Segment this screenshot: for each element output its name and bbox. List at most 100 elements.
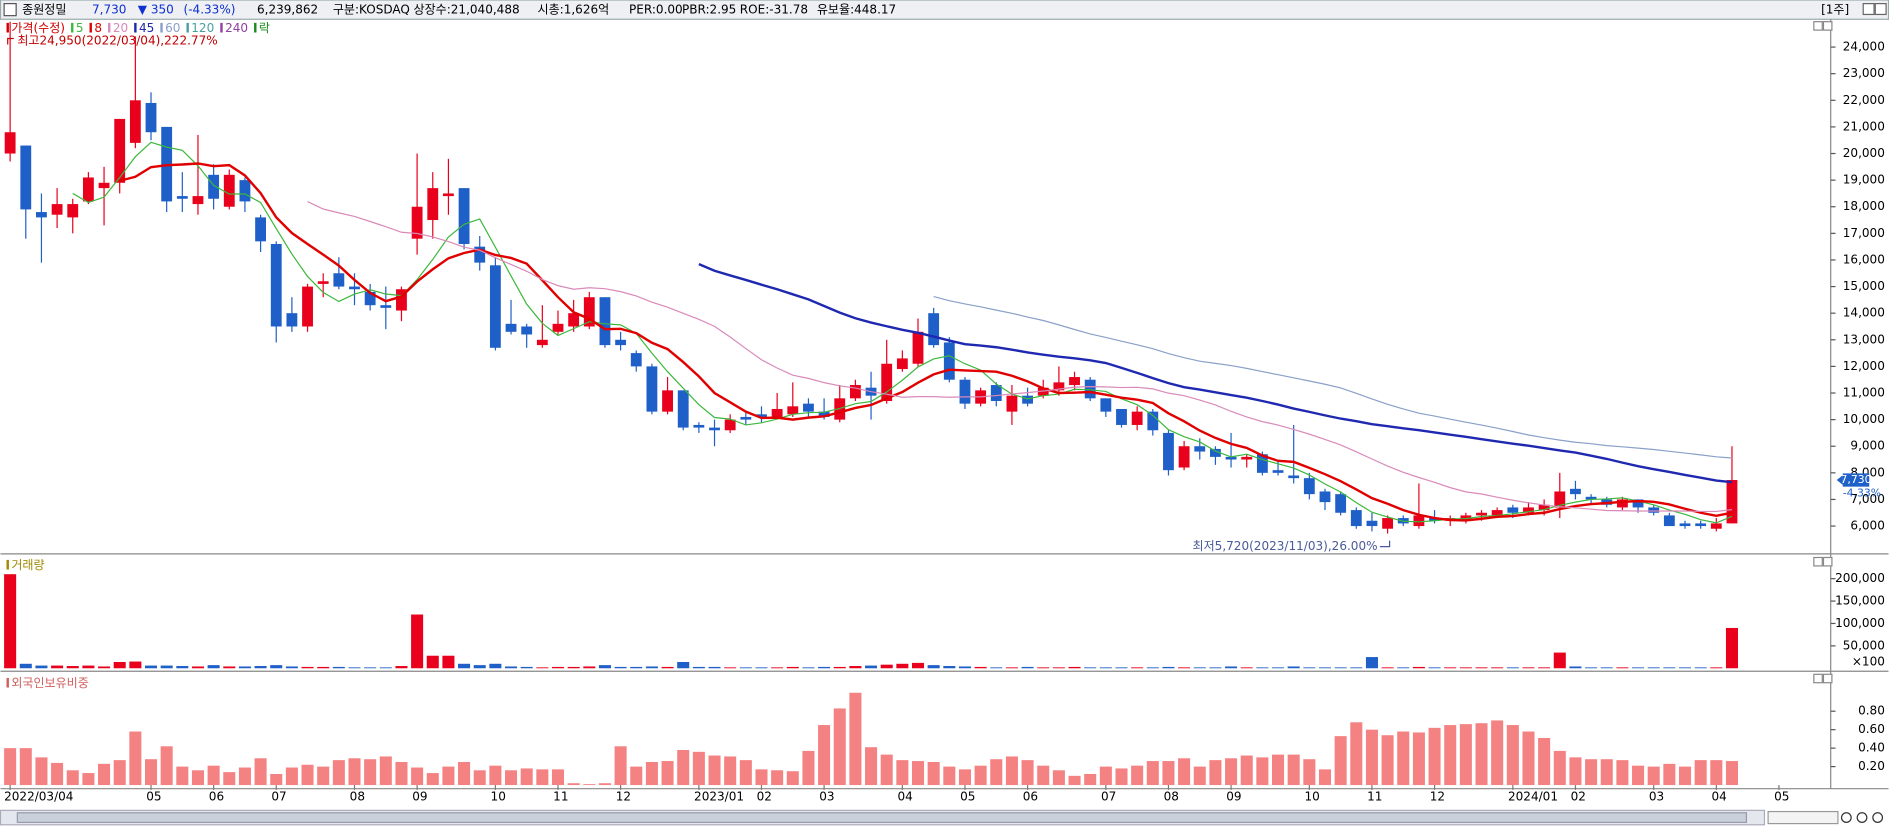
legend-label: 240 xyxy=(225,21,248,35)
legend-swatch xyxy=(108,22,111,33)
candle-body xyxy=(302,286,313,327)
bar xyxy=(974,666,987,669)
bar xyxy=(473,665,486,669)
bar xyxy=(677,749,690,786)
current-price-box xyxy=(1842,473,1870,487)
bar xyxy=(82,773,95,786)
zoom-button[interactable] xyxy=(1872,812,1884,823)
candle-body xyxy=(1726,480,1738,524)
candle-body xyxy=(239,180,251,202)
panel-button[interactable] xyxy=(1822,556,1833,567)
bar xyxy=(379,756,392,786)
bar xyxy=(1084,667,1097,669)
candle-body xyxy=(286,313,298,327)
window-button[interactable] xyxy=(1874,3,1887,16)
bar xyxy=(1459,724,1472,786)
bar xyxy=(1506,725,1519,786)
bar xyxy=(223,772,236,786)
y-tick-label: 10,000 xyxy=(1843,412,1885,426)
panel-button[interactable] xyxy=(1813,673,1823,684)
unit-label: ×100 xyxy=(1852,655,1885,669)
candle-body xyxy=(1710,523,1722,529)
window-button[interactable] xyxy=(1862,3,1875,16)
candle-body xyxy=(443,193,454,197)
candle-body xyxy=(1256,454,1268,473)
bar xyxy=(270,665,283,669)
candle-body xyxy=(1570,488,1581,495)
bar xyxy=(144,759,158,786)
candle-body xyxy=(349,286,360,290)
panel-button[interactable] xyxy=(1822,673,1833,684)
x-tick-label: 12 xyxy=(1430,790,1445,804)
bar xyxy=(1710,760,1723,786)
period-button[interactable]: [1주] xyxy=(1821,3,1849,17)
panel-button[interactable] xyxy=(1813,21,1823,31)
x-tick-label: 09 xyxy=(412,790,427,804)
bar xyxy=(1553,750,1566,786)
x-tick-label: 11 xyxy=(1367,790,1382,804)
candle-body xyxy=(411,206,423,239)
legend-label: 5 xyxy=(76,21,84,35)
x-tick-label: 02 xyxy=(757,790,772,804)
candle-body xyxy=(364,291,376,306)
bar xyxy=(661,761,674,786)
bar xyxy=(317,666,330,669)
bar xyxy=(442,766,455,786)
zoom-button[interactable] xyxy=(1840,812,1852,823)
candle-body xyxy=(552,323,564,332)
bar xyxy=(551,666,565,669)
bar xyxy=(1225,666,1238,669)
scrollbar-thumb[interactable] xyxy=(16,812,1748,823)
bar xyxy=(1115,667,1128,669)
bar xyxy=(176,766,189,786)
candle-body xyxy=(145,102,157,133)
bar xyxy=(1131,765,1144,786)
bar xyxy=(1240,667,1253,669)
bar xyxy=(1052,770,1065,786)
bar xyxy=(1381,667,1394,669)
bar xyxy=(1256,667,1269,669)
bar xyxy=(1397,731,1410,786)
bar xyxy=(285,666,298,669)
legend-swatch xyxy=(6,22,9,33)
candle-body xyxy=(1147,411,1159,431)
zoom-button[interactable] xyxy=(1856,812,1868,823)
candle-body xyxy=(912,331,924,364)
current-change-label: -4.33% xyxy=(1843,486,1881,499)
candle-body xyxy=(1163,432,1174,471)
bar xyxy=(598,783,611,786)
y-tick-label: 12,000 xyxy=(1843,359,1885,373)
zoom-bar[interactable] xyxy=(1767,810,1839,825)
bar xyxy=(364,667,377,669)
candle-body xyxy=(1538,504,1550,511)
bar xyxy=(1553,652,1566,669)
candle-body xyxy=(1366,520,1378,527)
bar xyxy=(1225,758,1238,786)
y-tick-label: 0.20 xyxy=(1858,759,1885,773)
bar xyxy=(1585,667,1598,669)
bar xyxy=(1428,727,1441,786)
bar xyxy=(129,731,142,786)
price: 7,730 xyxy=(92,3,126,17)
bar xyxy=(176,666,189,669)
bar xyxy=(1412,732,1425,786)
bar xyxy=(1365,657,1378,669)
candle-body xyxy=(396,289,407,311)
bar xyxy=(630,666,643,669)
candle-body xyxy=(1006,395,1018,412)
bar xyxy=(1037,667,1050,669)
bar xyxy=(1710,667,1723,669)
bar xyxy=(739,760,752,786)
bar xyxy=(1647,766,1660,786)
bar xyxy=(739,667,752,669)
legend-swatch xyxy=(160,22,163,33)
panel-button[interactable] xyxy=(1822,21,1833,31)
bar xyxy=(1318,769,1332,786)
candle-body xyxy=(1225,456,1237,460)
bar xyxy=(1318,667,1332,669)
bar xyxy=(1115,768,1128,786)
legend-swatch xyxy=(220,22,223,33)
candle-body xyxy=(1679,523,1691,527)
checkbox[interactable] xyxy=(3,3,17,17)
panel-button[interactable] xyxy=(1813,556,1823,567)
